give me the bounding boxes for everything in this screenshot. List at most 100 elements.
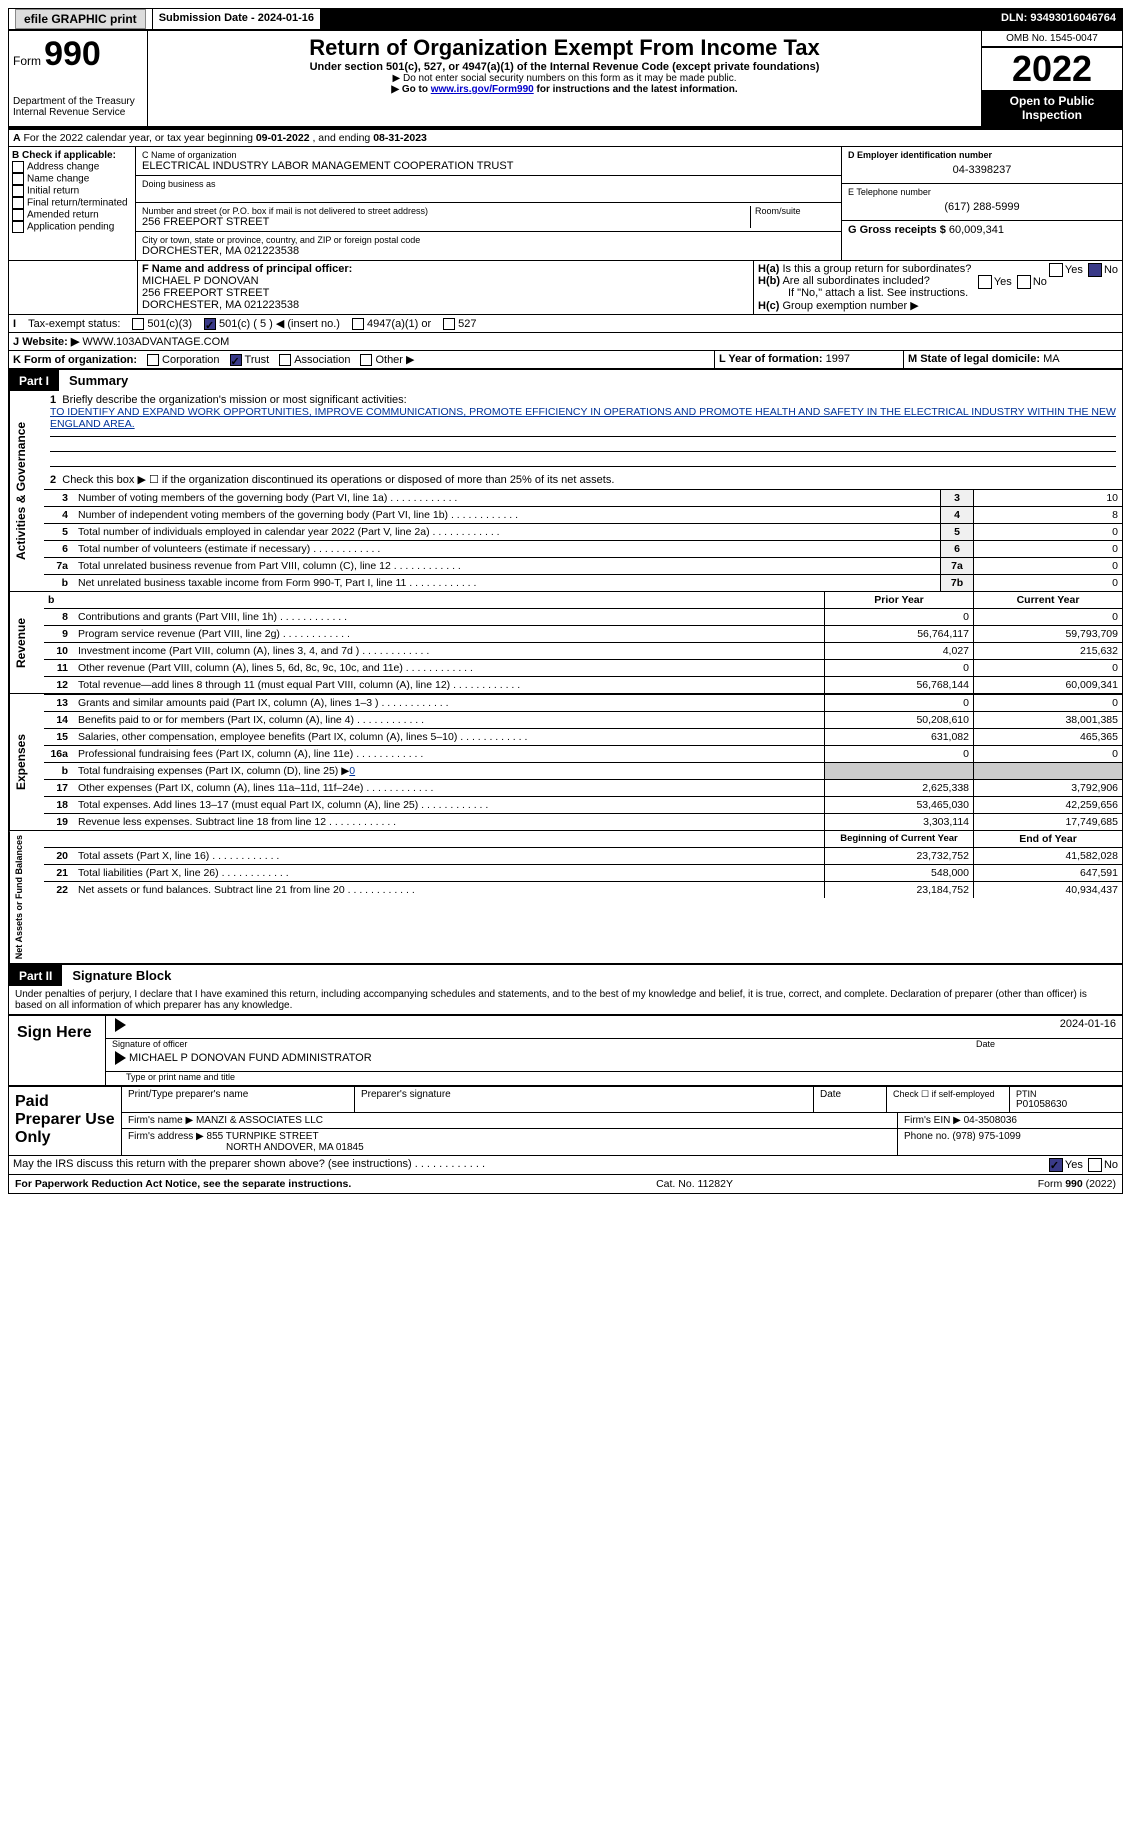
col-eoy: End of Year — [974, 831, 1123, 848]
form-number: 990 — [44, 35, 101, 73]
form-word: Form — [13, 54, 41, 68]
ein-value: 04-3398237 — [848, 160, 1116, 180]
net-header-row: Beginning of Current Year End of Year — [44, 831, 1122, 848]
header-right: OMB No. 1545-0047 2022 Open to Public In… — [981, 31, 1122, 126]
preparer-name-label: Print/Type preparer's name — [122, 1087, 355, 1112]
efile-print-button[interactable]: efile GRAPHIC print — [15, 9, 146, 29]
q2-text: Check this box ▶ ☐ if the organization d… — [62, 474, 614, 486]
form-container: efile GRAPHIC print Submission Date - 20… — [8, 8, 1123, 1194]
tax-year: 2022 — [982, 47, 1122, 90]
exp-table: 13Grants and similar amounts paid (Part … — [44, 694, 1122, 830]
h-a-no[interactable] — [1088, 263, 1102, 277]
city-label: City or town, state or province, country… — [142, 235, 835, 245]
goto-prefix: ▶ Go to — [391, 84, 430, 95]
discuss-text: May the IRS discuss this return with the… — [13, 1158, 412, 1170]
b-header: B Check if applicable: — [12, 150, 132, 161]
table-row: 12Total revenue—add lines 8 through 11 (… — [44, 677, 1122, 694]
form-title: Return of Organization Exempt From Incom… — [152, 35, 977, 61]
sig-officer-label: Signature of officer — [112, 1039, 976, 1049]
f-officer: F Name and address of principal officer:… — [138, 261, 754, 314]
gov-table: 3Number of voting members of the governi… — [44, 489, 1122, 591]
officer-addr2: DORCHESTER, MA 021223538 — [142, 299, 749, 311]
paid-preparer-right: Print/Type preparer's name Preparer's si… — [122, 1087, 1122, 1155]
subdate-label: Submission Date - — [159, 12, 258, 24]
irs-link[interactable]: www.irs.gov/Form990 — [431, 84, 534, 95]
d-ein-row: D Employer identification number 04-3398… — [842, 147, 1122, 184]
f-label: F Name and address of principal officer: — [142, 263, 749, 275]
goto-line: ▶ Go to www.irs.gov/Form990 for instruct… — [152, 84, 977, 95]
h-b-no[interactable] — [1017, 275, 1031, 289]
h-a-yes[interactable] — [1049, 263, 1063, 277]
topbar: efile GRAPHIC print Submission Date - 20… — [9, 9, 1122, 31]
chk-final-return[interactable]: Final return/terminated — [12, 197, 132, 209]
chk-initial-return[interactable]: Initial return — [12, 185, 132, 197]
chk-trust[interactable]: Trust — [230, 354, 270, 366]
dba-row: Doing business as — [136, 176, 841, 203]
table-row: 8Contributions and grants (Part VIII, li… — [44, 609, 1122, 626]
form-subtitle: Under section 501(c), 527, or 4947(a)(1)… — [152, 61, 977, 73]
omb-number: OMB No. 1545-0047 — [982, 31, 1122, 47]
ptin-cell: PTIN P01058630 — [1010, 1087, 1122, 1112]
sig-sublabels: Signature of officer Date — [106, 1039, 1122, 1049]
self-employed-check[interactable]: Check ☐ if self-employed — [887, 1087, 1010, 1112]
chk-amended-return[interactable]: Amended return — [12, 209, 132, 221]
f-spacer — [9, 261, 138, 314]
firm-addr1: 855 TURNPIKE STREET — [207, 1131, 319, 1142]
m-cell: M State of legal domicile: MA — [904, 351, 1122, 368]
sig-officer-line: 2024-01-16 — [106, 1016, 1122, 1039]
rev-table: b Prior Year Current Year 8Contributions… — [44, 592, 1122, 693]
rev-header-row: b Prior Year Current Year — [44, 592, 1122, 609]
discuss-yes[interactable] — [1049, 1158, 1063, 1172]
ptin-value: P01058630 — [1016, 1099, 1116, 1110]
summary-expenses: Expenses 13Grants and similar amounts pa… — [9, 693, 1122, 830]
line-a-begin: 09-01-2022 — [256, 132, 310, 144]
h-c-row: H(c) Group exemption number ▶ — [758, 299, 1118, 312]
q1-text: Briefly describe the organization's miss… — [62, 394, 406, 406]
box-b-row: B Check if applicable: Address change Na… — [9, 146, 1122, 260]
chk-other[interactable]: Other ▶ — [360, 353, 414, 366]
net-table: Beginning of Current Year End of Year 20… — [44, 831, 1122, 898]
chk-501c3[interactable]: 501(c)(3) — [132, 318, 192, 330]
sig-declaration: Under penalties of perjury, I declare th… — [9, 986, 1122, 1014]
chk-corporation[interactable]: Corporation — [147, 354, 219, 366]
chk-application-pending[interactable]: Application pending — [12, 221, 132, 233]
dln-label: DLN: — [1001, 12, 1030, 24]
table-row: 11Other revenue (Part VIII, column (A), … — [44, 660, 1122, 677]
i-cell: I Tax-exempt status: 501(c)(3) 501(c) ( … — [9, 315, 1122, 332]
chk-address-change[interactable]: Address change — [12, 161, 132, 173]
k-cell: K Form of organization: Corporation Trus… — [9, 351, 715, 368]
summary-governance: Activities & Governance 1 Briefly descri… — [9, 391, 1122, 591]
h-b-note: If "No," attach a list. See instructions… — [758, 287, 1118, 299]
footer-right: Form 990 (2022) — [1038, 1178, 1116, 1190]
chk-name-change[interactable]: Name change — [12, 173, 132, 185]
h-b-yes[interactable] — [978, 275, 992, 289]
header-left: Form 990 Department of the Treasury Inte… — [9, 31, 148, 126]
part2-header: Part II Signature Block — [9, 963, 1122, 986]
firm-name-label: Firm's name ▶ — [128, 1115, 193, 1126]
table-row: 9Program service revenue (Part VIII, lin… — [44, 626, 1122, 643]
mission-text: TO IDENTIFY AND EXPAND WORK OPPORTUNITIE… — [50, 406, 1116, 430]
chk-527[interactable]: 527 — [443, 318, 476, 330]
firm-addr-label: Firm's address ▶ — [128, 1131, 204, 1142]
discuss-no[interactable] — [1088, 1158, 1102, 1172]
chk-4947[interactable]: 4947(a)(1) or — [352, 318, 431, 330]
i-label: Tax-exempt status: — [28, 318, 120, 330]
sign-here-label: Sign Here — [9, 1016, 106, 1085]
preparer-sig-label: Preparer's signature — [355, 1087, 814, 1112]
chk-501c[interactable]: 501(c) ( 5 ) ◀ (insert no.) — [204, 317, 340, 330]
line-a-text-b: , and ending — [312, 132, 373, 144]
chk-association[interactable]: Association — [279, 354, 350, 366]
paid-row1: Print/Type preparer's name Preparer's si… — [122, 1087, 1122, 1113]
table-row: bNet unrelated business taxable income f… — [44, 575, 1122, 592]
dln-cell: DLN: 93493016046764 — [995, 9, 1122, 29]
subdate-value: 2024-01-16 — [258, 12, 314, 24]
state-domicile: MA — [1043, 353, 1060, 365]
ssn-notice: ▶ Do not enter social security numbers o… — [152, 73, 977, 84]
gross-receipts-value: 60,009,341 — [949, 224, 1004, 236]
phone-value: (617) 288-5999 — [848, 197, 1116, 217]
table-row: 21Total liabilities (Part X, line 26)548… — [44, 865, 1122, 882]
side-revenue: Revenue — [9, 592, 44, 693]
h-a-text: Is this a group return for subordinates? — [782, 263, 971, 275]
ptin-label: PTIN — [1016, 1089, 1116, 1099]
triangle-icon — [115, 1051, 126, 1065]
